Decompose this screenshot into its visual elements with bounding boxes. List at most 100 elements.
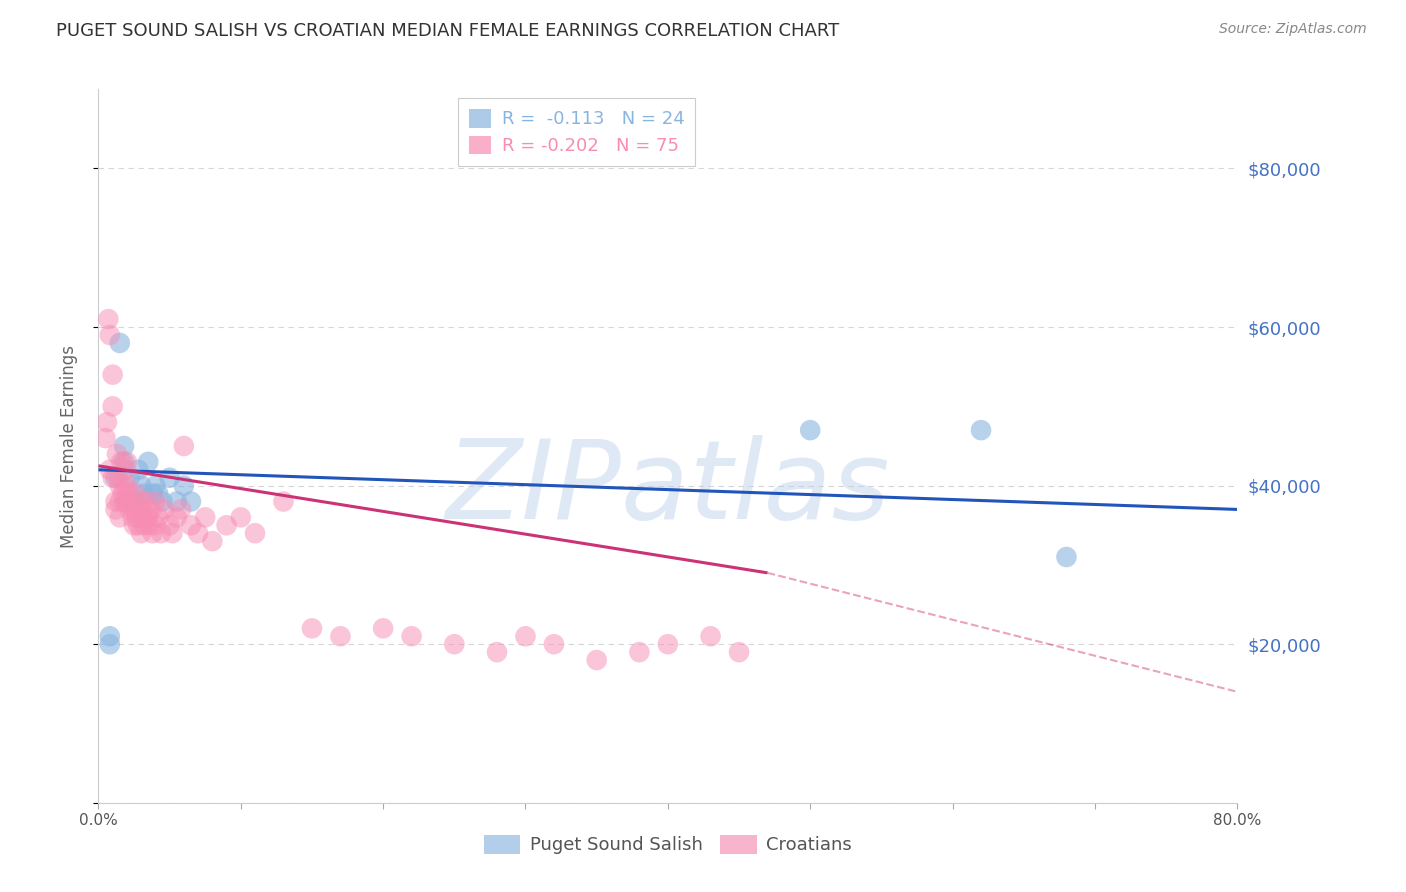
Point [127, 463, 149, 477]
Point [108, 335, 131, 350]
Point [173, 478, 195, 492]
Point [145, 494, 167, 508]
Point [96, 415, 118, 429]
Point [180, 494, 202, 508]
Point [124, 486, 146, 500]
Point [129, 494, 152, 508]
Point [112, 455, 135, 469]
Point [166, 510, 188, 524]
Point [201, 534, 224, 549]
Text: ZIPatlas: ZIPatlas [446, 435, 890, 542]
Point [120, 494, 142, 508]
Point [401, 629, 423, 643]
Point [152, 494, 174, 508]
Point [443, 637, 465, 651]
Point [94, 431, 117, 445]
Point [141, 486, 163, 500]
Point [121, 510, 143, 524]
Point [373, 621, 395, 635]
Point [543, 637, 565, 651]
Point [122, 494, 145, 508]
Point [108, 494, 131, 508]
Point [139, 502, 162, 516]
Point [101, 471, 124, 485]
Point [799, 423, 821, 437]
Point [118, 502, 141, 516]
Point [148, 486, 170, 500]
Point [132, 518, 155, 533]
Text: Source: ZipAtlas.com: Source: ZipAtlas.com [1219, 22, 1367, 37]
Point [107, 471, 129, 485]
Point [229, 510, 252, 524]
Point [127, 502, 149, 516]
Point [122, 502, 145, 516]
Point [728, 645, 751, 659]
Point [104, 494, 127, 508]
Point [970, 423, 993, 437]
Point [166, 494, 188, 508]
Point [136, 455, 159, 469]
Point [108, 478, 131, 492]
Point [148, 510, 170, 524]
Point [159, 518, 181, 533]
Point [108, 510, 131, 524]
Point [112, 494, 135, 508]
Point [127, 518, 149, 533]
Point [329, 629, 352, 643]
Point [243, 526, 266, 541]
Point [585, 653, 607, 667]
Point [134, 494, 156, 508]
Point [170, 502, 193, 516]
Point [98, 463, 121, 477]
Point [112, 439, 135, 453]
Legend: Puget Sound Salish, Croatians: Puget Sound Salish, Croatians [477, 828, 859, 862]
Point [125, 510, 148, 524]
Point [132, 486, 155, 500]
Point [657, 637, 679, 651]
Point [153, 502, 176, 516]
Point [97, 312, 120, 326]
Point [273, 494, 295, 508]
Point [122, 518, 145, 533]
Y-axis label: Median Female Earnings: Median Female Earnings [59, 344, 77, 548]
Point [194, 510, 217, 524]
Point [135, 510, 157, 524]
Point [115, 455, 138, 469]
Point [138, 518, 160, 533]
Point [301, 621, 323, 635]
Point [1056, 549, 1078, 564]
Point [118, 471, 141, 485]
Point [114, 463, 136, 477]
Point [98, 637, 121, 651]
Point [112, 478, 135, 492]
Point [141, 526, 163, 541]
Point [115, 494, 138, 508]
Point [98, 629, 121, 643]
Point [115, 478, 138, 492]
Point [110, 455, 132, 469]
Point [180, 518, 202, 533]
Point [173, 439, 195, 453]
Point [98, 328, 121, 343]
Point [162, 526, 184, 541]
Point [115, 494, 138, 508]
Point [101, 368, 124, 382]
Point [150, 526, 173, 541]
Point [129, 526, 152, 541]
Point [104, 471, 127, 485]
Point [101, 400, 124, 414]
Point [111, 486, 134, 500]
Point [515, 629, 537, 643]
Point [699, 629, 721, 643]
Point [104, 502, 127, 516]
Point [117, 486, 139, 500]
Point [145, 478, 167, 492]
Point [628, 645, 651, 659]
Point [129, 510, 152, 524]
Point [129, 478, 152, 492]
Point [131, 502, 153, 516]
Text: PUGET SOUND SALISH VS CROATIAN MEDIAN FEMALE EARNINGS CORRELATION CHART: PUGET SOUND SALISH VS CROATIAN MEDIAN FE… [56, 22, 839, 40]
Point [187, 526, 209, 541]
Point [159, 471, 181, 485]
Point [105, 447, 128, 461]
